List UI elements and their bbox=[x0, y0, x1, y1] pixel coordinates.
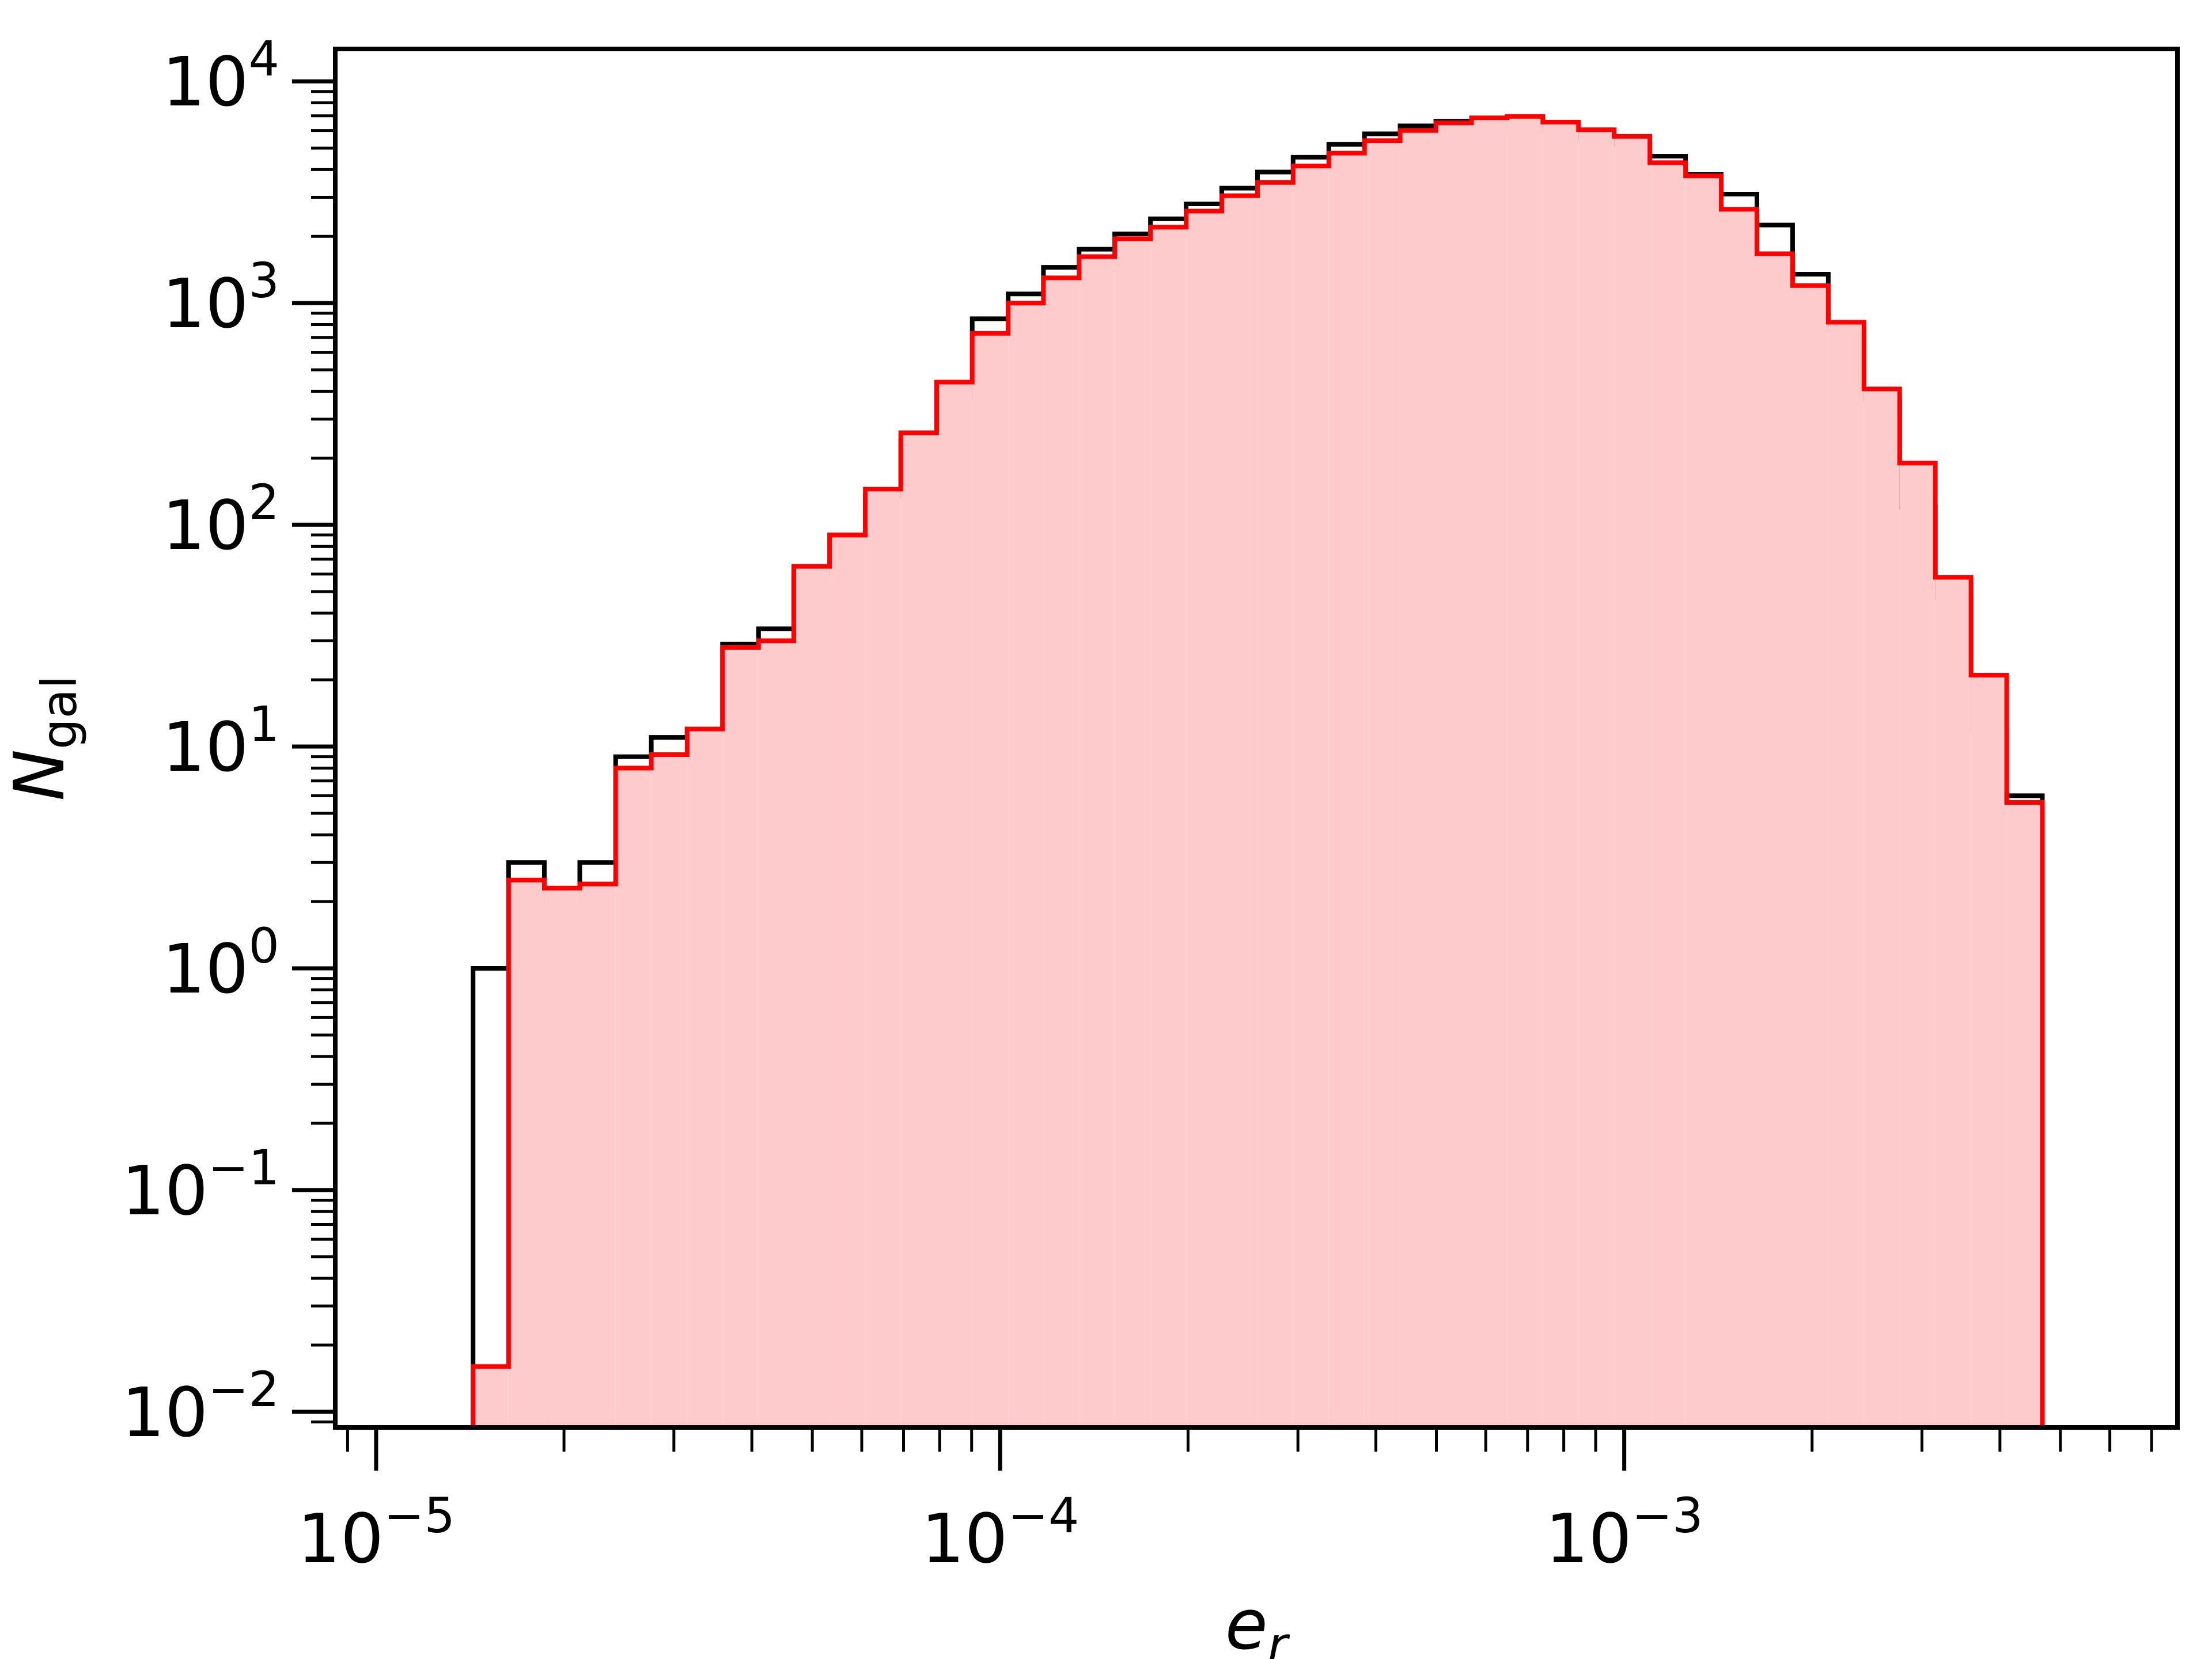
histogram-bar-fill bbox=[615, 768, 652, 1427]
tick-label-base: 10 bbox=[162, 707, 248, 787]
histogram-bar-fill bbox=[900, 433, 937, 1427]
histogram-bar-fill bbox=[1435, 123, 1472, 1428]
x-axis-label-main: e bbox=[1225, 1585, 1268, 1659]
histogram-bar-fill bbox=[1507, 116, 1543, 1427]
histogram-bar-fill bbox=[758, 641, 794, 1427]
tick-label-exponent: −2 bbox=[208, 1361, 279, 1418]
histogram-bar-fill bbox=[1543, 122, 1579, 1428]
histogram-bar-fill bbox=[1935, 577, 1971, 1427]
histogram-bar-fill bbox=[1008, 303, 1044, 1427]
histogram-bar-fill bbox=[865, 488, 901, 1427]
histogram-bar-fill bbox=[1756, 253, 1793, 1428]
histogram-bar-fill bbox=[1257, 182, 1293, 1427]
x-axis-label-subscript: r bbox=[1268, 1616, 1290, 1659]
histogram-bar-fill bbox=[1650, 162, 1686, 1428]
tick-label-base: 10 bbox=[921, 1499, 1007, 1578]
x-axis-label: er bbox=[1225, 1585, 1290, 1659]
histogram-bar-fill bbox=[1328, 153, 1365, 1428]
tick-label-exponent: 1 bbox=[249, 696, 279, 752]
tick-label-exponent: −3 bbox=[1632, 1487, 1703, 1544]
histogram-bar-fill bbox=[722, 647, 759, 1427]
histogram-bar-fill bbox=[687, 729, 723, 1427]
histogram-bar-fill bbox=[1792, 285, 1828, 1427]
tick-label-exponent: 4 bbox=[249, 31, 279, 87]
y-tick-label: 101 bbox=[162, 696, 279, 787]
histogram-bar-fill bbox=[794, 566, 830, 1427]
histogram-bar-fill bbox=[473, 1366, 509, 1427]
tick-label-exponent: 0 bbox=[249, 918, 279, 974]
histogram-bar-fill bbox=[1221, 195, 1257, 1427]
x-tick-label: 10−5 bbox=[297, 1487, 455, 1578]
histogram-bar-fill bbox=[1293, 166, 1329, 1428]
tick-label-base: 10 bbox=[122, 1373, 208, 1452]
tick-layer bbox=[292, 79, 2153, 1471]
y-axis-label-subscript: gal bbox=[31, 676, 88, 749]
histogram-bar-fill bbox=[2006, 802, 2043, 1427]
histogram-bar-fill bbox=[1863, 389, 1900, 1427]
y-tick-label: 10−1 bbox=[122, 1139, 279, 1230]
tick-label-base: 10 bbox=[162, 264, 248, 343]
histogram-bar-fill bbox=[1721, 209, 1757, 1427]
tick-label-base: 10 bbox=[122, 1151, 208, 1230]
histogram-bar-fill bbox=[1186, 211, 1222, 1428]
histogram-bar-fill bbox=[508, 880, 544, 1427]
histogram-bar-fill bbox=[1578, 130, 1615, 1428]
histogram-step-line bbox=[471, 114, 2045, 1427]
tick-label-base: 10 bbox=[162, 929, 248, 1009]
histogram-bar-fill bbox=[1043, 278, 1080, 1427]
histogram-bar-fill bbox=[1471, 118, 1508, 1427]
y-axis-label: Ngal bbox=[0, 676, 88, 801]
histogram-bar-fill bbox=[1899, 463, 1936, 1427]
series-layer bbox=[471, 114, 2045, 1428]
tick-label-exponent: −4 bbox=[1007, 1487, 1079, 1544]
tick-label-base: 10 bbox=[162, 486, 248, 565]
histogram-bar-fill bbox=[1828, 322, 1864, 1427]
y-axis-label-main: N bbox=[0, 749, 80, 801]
tick-label-exponent: −5 bbox=[384, 1487, 455, 1544]
histogram-bar-fill bbox=[651, 754, 687, 1427]
x-tick-label: 10−3 bbox=[1546, 1487, 1703, 1578]
histogram-bar-fill bbox=[972, 333, 1009, 1427]
x-tick-label: 10−4 bbox=[921, 1487, 1079, 1578]
histogram-bar-fill bbox=[1685, 176, 1722, 1428]
histogram-bar-fill bbox=[830, 535, 866, 1427]
histogram-bar-fill bbox=[544, 888, 580, 1427]
histogram-bar-fill bbox=[1115, 238, 1151, 1427]
histogram-bar-fill bbox=[936, 382, 972, 1428]
tick-label-base: 10 bbox=[297, 1499, 384, 1578]
histogram-bar-fill bbox=[1150, 227, 1187, 1427]
histogram-bar-fill bbox=[1971, 675, 2007, 1427]
tick-label-base: 10 bbox=[1546, 1499, 1632, 1578]
histogram-bar-fill bbox=[579, 884, 616, 1427]
histogram-bar-fill bbox=[1079, 256, 1115, 1427]
histogram-bar-fill bbox=[1364, 141, 1400, 1428]
y-tick-label: 103 bbox=[162, 252, 279, 343]
y-tick-label: 100 bbox=[162, 918, 279, 1009]
tick-label-exponent: 2 bbox=[249, 474, 279, 531]
histogram-bar-fill bbox=[1614, 136, 1650, 1428]
tick-label-base: 10 bbox=[162, 42, 248, 122]
histogram-bar-fill bbox=[1400, 130, 1436, 1427]
y-tick-label: 102 bbox=[162, 474, 279, 565]
tick-label-exponent: −1 bbox=[208, 1139, 279, 1196]
y-tick-label: 104 bbox=[162, 31, 279, 122]
y-tick-label: 10−2 bbox=[122, 1361, 279, 1452]
tick-label-exponent: 3 bbox=[249, 252, 279, 309]
plot-frame bbox=[333, 47, 2180, 1430]
